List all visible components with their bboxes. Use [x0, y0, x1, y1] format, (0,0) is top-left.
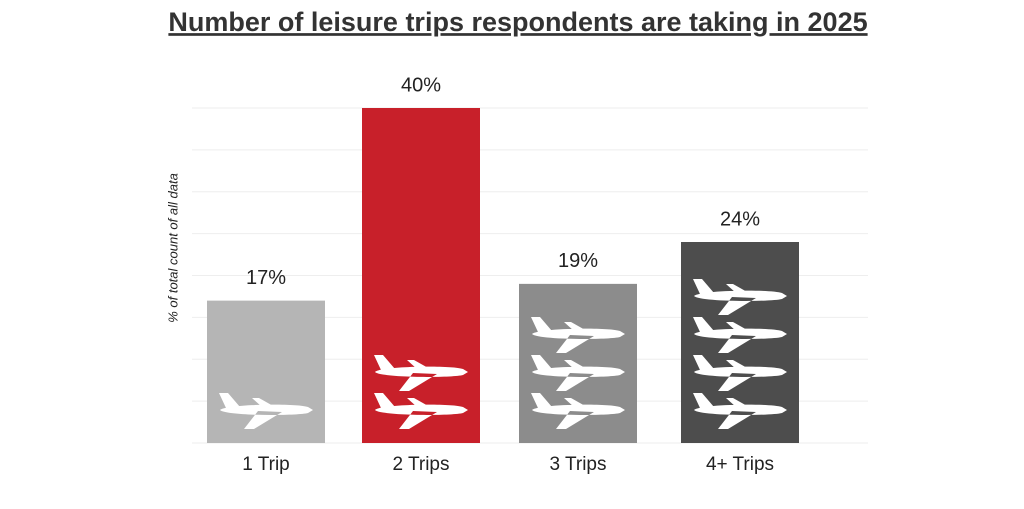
- plane-icon: [531, 355, 625, 391]
- plane-shape: [531, 393, 625, 429]
- x-tick-label: 1 Trip: [242, 454, 290, 475]
- plane-icon: [374, 355, 468, 391]
- plane-icon: [531, 317, 625, 353]
- plane-icon: [219, 393, 313, 429]
- plane-shape: [531, 355, 625, 391]
- plane-icon: [693, 355, 787, 391]
- plane-shape: [693, 279, 787, 315]
- x-tick-label: 2 Trips: [392, 454, 449, 475]
- plane-icon: [374, 393, 468, 429]
- x-tick-label: 3 Trips: [549, 454, 606, 475]
- plane-icon: [693, 317, 787, 353]
- plane-shape: [693, 317, 787, 353]
- x-tick-label: 4+ Trips: [706, 454, 774, 475]
- chart-title: Number of leisure trips respondents are …: [168, 7, 867, 37]
- plane-shape: [374, 355, 468, 391]
- value-label: 19%: [558, 250, 598, 272]
- plane-icon: [693, 279, 787, 315]
- value-label: 24%: [720, 208, 760, 230]
- bar: [362, 108, 480, 443]
- value-label: 17%: [246, 267, 286, 289]
- plane-shape: [374, 393, 468, 429]
- plane-shape: [219, 393, 313, 429]
- plane-icon: [531, 393, 625, 429]
- plane-icon: [693, 393, 787, 429]
- y-axis-label: % of total count of all data: [165, 173, 180, 323]
- plane-shape: [693, 393, 787, 429]
- plane-shape: [693, 355, 787, 391]
- plane-shape: [531, 317, 625, 353]
- value-label: 40%: [401, 74, 441, 96]
